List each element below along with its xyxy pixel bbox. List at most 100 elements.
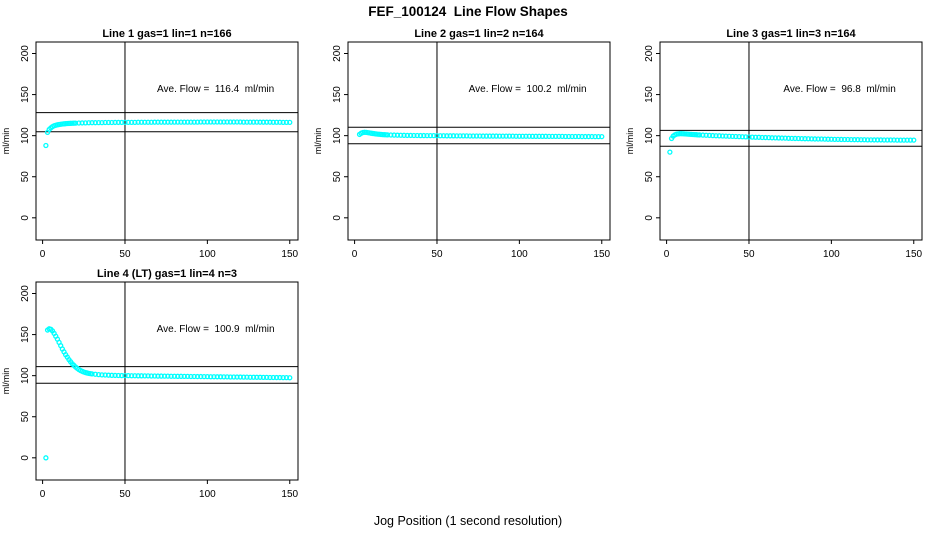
- data-point: [224, 119, 230, 125]
- data-point: [888, 137, 894, 143]
- data-point: [135, 119, 141, 125]
- data-point: [273, 374, 280, 381]
- data-point: [818, 136, 825, 142]
- data-point: [227, 374, 234, 380]
- data-point: [270, 374, 276, 381]
- data-point: [559, 133, 565, 140]
- data-point: [86, 120, 92, 126]
- data-point: [109, 119, 115, 126]
- data-point: [825, 136, 831, 142]
- data-point: [808, 136, 815, 142]
- data-point: [733, 133, 739, 140]
- data-point: [473, 133, 480, 139]
- y-tick-label: 200: [20, 45, 31, 62]
- data-point: [526, 133, 532, 139]
- data-point: [112, 119, 118, 126]
- data-point: [161, 373, 168, 379]
- data-point: [128, 119, 135, 126]
- y-axis-label: ml/min: [625, 128, 635, 155]
- data-point: [782, 135, 788, 141]
- data-point: [151, 119, 158, 125]
- data-point: [214, 374, 220, 380]
- data-point: [211, 119, 217, 125]
- figure-title: FEF_100124 Line Flow Shapes: [368, 4, 568, 19]
- average-flow-annotation: Ave. Flow = 116.4 ml/min: [157, 84, 274, 95]
- data-point: [122, 373, 128, 379]
- x-tick-label: 0: [40, 489, 46, 500]
- data-point: [168, 373, 174, 379]
- data-point: [779, 135, 785, 141]
- data-point: [198, 373, 204, 380]
- data-point: [102, 119, 108, 126]
- x-tick-label: 50: [431, 249, 443, 260]
- y-tick-label: 200: [332, 45, 343, 62]
- data-point: [280, 374, 286, 381]
- data-point: [785, 135, 792, 141]
- data-point: [582, 133, 588, 140]
- x-tick-label: 100: [511, 249, 528, 260]
- data-point: [158, 119, 164, 125]
- data-point: [907, 137, 914, 143]
- y-tick-label: 0: [20, 215, 31, 221]
- data-point: [175, 373, 181, 379]
- data-point: [828, 136, 835, 142]
- data-point: [125, 119, 131, 126]
- chart-canvas: 0 50 100 150 0 50 100 150 200 ml/min Line 2 gas=1 …: [313, 28, 611, 260]
- data-point: [237, 374, 243, 380]
- data-point: [713, 133, 719, 139]
- data-point: [178, 373, 184, 379]
- data-point: [43, 455, 49, 461]
- data-point: [247, 119, 253, 125]
- data-point: [115, 119, 122, 126]
- subplot-line-1: 0 50 100 150 0 50 100 150 200 ml/min Line 1 gas=1 …: [0, 28, 312, 268]
- data-point: [231, 374, 237, 380]
- data-point: [795, 135, 802, 142]
- data-point: [552, 133, 559, 140]
- data-point: [132, 373, 138, 379]
- y-tick-label: 100: [20, 367, 31, 384]
- data-point: [109, 372, 115, 378]
- data-point: [277, 119, 283, 125]
- data-point: [407, 132, 414, 139]
- data-point: [500, 133, 506, 139]
- data-point: [739, 134, 746, 140]
- x-tick-label: 150: [281, 249, 298, 260]
- data-point: [832, 136, 838, 143]
- data-point: [99, 372, 105, 378]
- data-point: [838, 136, 844, 143]
- data-point: [450, 133, 457, 139]
- data-point: [168, 119, 174, 125]
- chart-canvas: 0 50 100 150 0 50 100 150 200 ml/min Line 1 gas=1 …: [1, 28, 299, 260]
- data-point: [194, 373, 201, 380]
- data-point: [95, 119, 102, 126]
- data-point: [871, 137, 877, 143]
- data-point: [841, 136, 848, 143]
- subplot-title: Line 3 gas=1 lin=3 n=164: [726, 28, 856, 40]
- data-point: [851, 137, 858, 143]
- data-point: [775, 135, 782, 141]
- data-point: [897, 137, 904, 143]
- data-point: [703, 132, 709, 138]
- data-point: [546, 133, 552, 140]
- data-point: [240, 119, 247, 125]
- data-point: [861, 137, 867, 143]
- y-tick-label: 50: [20, 411, 31, 423]
- data-point: [181, 373, 187, 380]
- y-tick-label: 0: [20, 455, 31, 461]
- data-point: [178, 119, 184, 125]
- data-point: [280, 119, 286, 126]
- data-point: [881, 137, 887, 143]
- data-point: [287, 375, 293, 381]
- data-point: [142, 119, 148, 125]
- data-point: [240, 374, 247, 380]
- data-point: [148, 119, 154, 125]
- data-point: [43, 142, 49, 149]
- y-axis-label: ml/min: [1, 128, 11, 155]
- data-point: [864, 137, 871, 143]
- data-point: [480, 133, 486, 139]
- data-point: [454, 133, 460, 139]
- data-point: [231, 119, 237, 125]
- data-point: [247, 374, 253, 380]
- data-point: [264, 374, 270, 381]
- data-point: [710, 132, 716, 139]
